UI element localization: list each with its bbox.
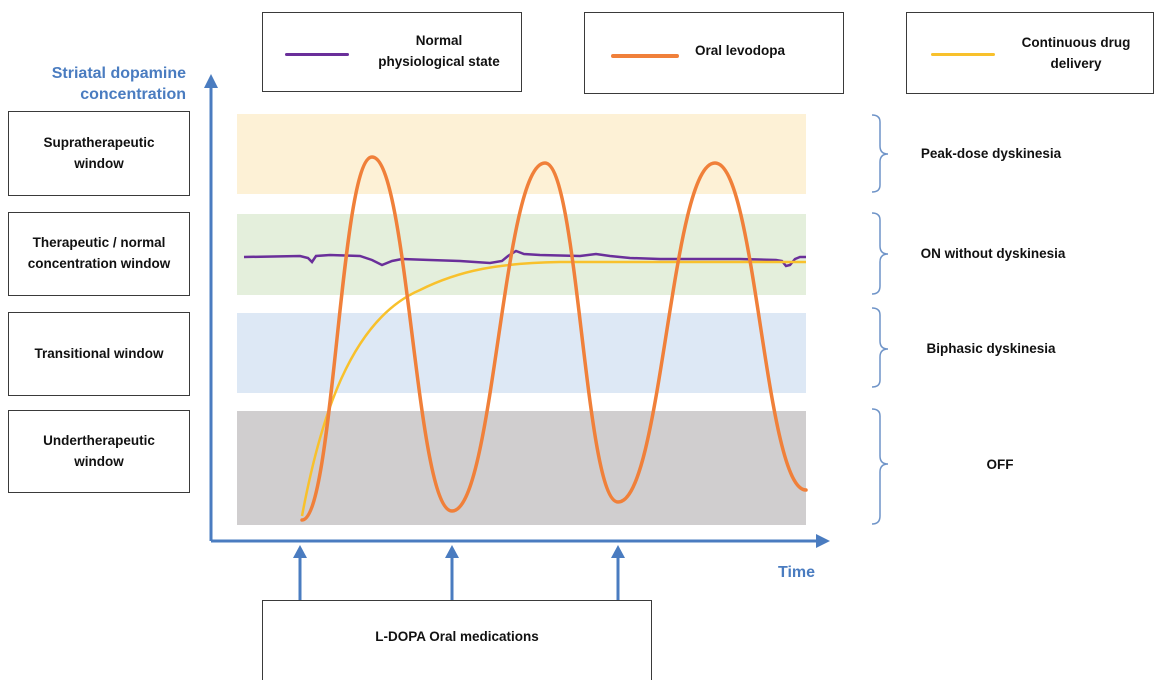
legend-continuous-label-line1: Continuous drug <box>1021 35 1131 50</box>
legend-normal-label-line2: physiological state <box>378 53 500 69</box>
medication-box: L-DOPA Oral medications <box>262 600 652 680</box>
window-label-supratherapeutic: Supratherapeutic window <box>8 111 190 196</box>
legend-oral-levodopa: Oral levodopa <box>584 12 844 94</box>
y-axis-title: Striatal dopamine concentration <box>36 64 186 106</box>
oral-levodopa-curve <box>300 155 808 522</box>
y-axis-title-line1: Striatal dopamine <box>51 65 186 82</box>
legend-normal: Normal physiological state <box>262 12 522 92</box>
window-label-transitional-line1: Transitional window <box>34 345 164 361</box>
legend-continuous-label: Continuous drug delivery <box>1001 33 1151 75</box>
bracket-biphasic <box>871 307 889 388</box>
transitional-band <box>237 313 806 393</box>
legend-normal-label-line1: Normal <box>415 33 463 48</box>
window-label-undertherapeutic: Undertherapeutic window <box>8 410 190 493</box>
legend-normal-label: Normal physiological state <box>359 31 519 73</box>
y-axis-arrowhead <box>204 74 218 88</box>
legend-normal-swatch <box>285 53 349 56</box>
window-label-therapeutic-line1: Therapeutic / normal <box>32 235 166 251</box>
legend-continuous: Continuous drug delivery <box>906 12 1154 94</box>
legend-levodopa-label: Oral levodopa <box>695 41 835 62</box>
window-label-undertherapeutic-line2: window <box>74 453 124 469</box>
dose-arrow <box>445 545 459 600</box>
legend-continuous-swatch <box>931 53 995 56</box>
supratherapeutic-band <box>237 114 806 194</box>
window-label-supratherapeutic-line1: Supratherapeutic <box>43 134 155 150</box>
window-label-therapeutic: Therapeutic / normal concentration windo… <box>8 212 190 296</box>
dose-arrow <box>293 545 307 600</box>
window-label-therapeutic-line2: concentration window <box>27 256 171 271</box>
window-label-undertherapeutic-line1: Undertherapeutic <box>43 432 155 448</box>
undertherapeutic-band <box>237 411 806 525</box>
state-biphasic-dyskinesia: Biphasic dyskinesia <box>926 341 1056 356</box>
y-axis-title-line2: concentration <box>80 85 186 103</box>
legend-levodopa-label-line1: Oral levodopa <box>695 43 786 58</box>
bracket-on <box>871 212 889 295</box>
bracket-peak-dose <box>871 114 889 193</box>
state-off: OFF <box>986 457 1014 472</box>
medication-label: L-DOPA Oral medications <box>375 629 539 645</box>
state-on-without-dyskinesia: ON without dyskinesia <box>920 246 1066 261</box>
legend-continuous-label-line2: delivery <box>1050 55 1102 71</box>
bracket-off <box>871 408 889 525</box>
window-label-supratherapeutic-line2: window <box>74 155 124 171</box>
normal-physiological-curve <box>243 249 806 268</box>
legend-levodopa-swatch <box>611 54 679 58</box>
state-peak-dose-dyskinesia: Peak-dose dyskinesia <box>920 146 1062 161</box>
continuous-delivery-curve <box>300 260 806 517</box>
x-axis-arrowhead <box>816 534 830 548</box>
dose-arrow <box>611 545 625 600</box>
x-axis-title: Time <box>778 564 816 581</box>
window-label-transitional: Transitional window <box>8 312 190 396</box>
